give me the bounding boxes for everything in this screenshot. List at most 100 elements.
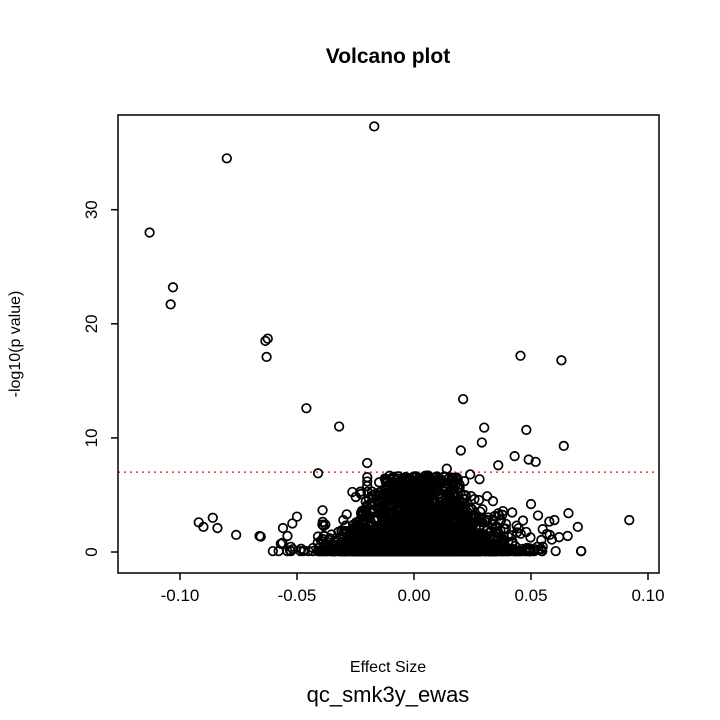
data-point (320, 519, 331, 530)
data-point (490, 527, 501, 538)
data-point (377, 490, 388, 501)
data-point (422, 535, 433, 547)
data-point (352, 527, 363, 538)
data-point (405, 475, 416, 486)
data-point (468, 534, 479, 546)
data-point (476, 514, 487, 525)
data-point (563, 508, 574, 519)
data-point (261, 351, 272, 363)
data-point (448, 477, 459, 488)
data-point (165, 299, 176, 310)
y-tick-label: 10 (82, 428, 101, 447)
data-point (361, 545, 372, 557)
data-point (447, 523, 458, 534)
data-point (515, 350, 526, 361)
data-point (144, 227, 155, 238)
data-point (295, 543, 307, 554)
data-point (262, 333, 273, 344)
data-point (488, 545, 499, 557)
data-point (562, 530, 573, 542)
data-point (432, 545, 443, 557)
data-point (426, 514, 437, 525)
data-point (460, 490, 471, 501)
data-point (525, 498, 537, 510)
data-point (231, 529, 242, 541)
data-point (301, 403, 312, 414)
data-point (379, 516, 390, 527)
data-point (315, 545, 326, 556)
data-point (474, 474, 485, 485)
data-point (362, 541, 373, 552)
data-point (287, 518, 298, 529)
data-point (521, 424, 532, 436)
data-point (378, 528, 390, 540)
data-point (347, 534, 358, 546)
data-point (415, 507, 426, 519)
data-point (207, 512, 218, 523)
data-point (336, 541, 347, 552)
data-point (511, 527, 523, 538)
data-point (497, 539, 508, 550)
data-point (469, 533, 481, 544)
data-point (466, 525, 477, 536)
data-point (437, 521, 448, 533)
data-point (517, 515, 529, 526)
data-point (418, 543, 429, 554)
data-point (447, 541, 458, 552)
data-point (400, 494, 412, 506)
data-point (474, 512, 485, 523)
data-point (459, 545, 470, 557)
data-point (532, 510, 544, 521)
data-point (479, 530, 491, 542)
data-point (355, 513, 366, 525)
data-point (503, 545, 515, 557)
data-point (167, 282, 179, 293)
data-point (312, 468, 324, 479)
data-point (476, 545, 488, 557)
data-point (291, 511, 303, 522)
data-point (572, 521, 583, 533)
data-point (479, 422, 490, 433)
data-point (549, 514, 560, 526)
data-point (285, 541, 297, 553)
data-point (412, 492, 424, 503)
data-point (442, 493, 453, 504)
data-point (509, 451, 520, 462)
chart-title: Volcano plot (326, 45, 450, 68)
data-point (366, 504, 378, 516)
data-point (362, 476, 373, 487)
data-point (369, 121, 380, 132)
data-point (341, 509, 352, 520)
data-point (379, 473, 390, 484)
data-point (273, 545, 284, 557)
data-point (558, 440, 569, 452)
data-point (394, 485, 405, 496)
data-point (347, 545, 358, 557)
x-tick-label: 0.00 (397, 586, 430, 605)
data-point (525, 545, 536, 557)
data-point (469, 493, 480, 505)
data-point (388, 536, 399, 547)
data-point (362, 457, 373, 469)
data-point (372, 526, 383, 537)
data-point (477, 504, 488, 515)
data-point (363, 493, 375, 504)
y-axis-label: -log10(p value) (7, 291, 24, 398)
data-point (422, 470, 434, 481)
data-point (362, 472, 373, 483)
data-point (282, 530, 293, 542)
data-point (379, 545, 391, 557)
data-point (500, 523, 511, 534)
data-point (336, 545, 347, 557)
data-point (221, 153, 232, 164)
data-point (441, 463, 452, 474)
data-point (465, 545, 477, 557)
plot-area: -0.10 -0.05 0.00 0.05 0.10 0 10 20 30 (82, 114, 665, 605)
data-point (444, 498, 455, 509)
data-point (459, 497, 470, 509)
data-point (511, 520, 522, 531)
data-point (318, 520, 329, 532)
data-point (260, 335, 271, 347)
data-point (537, 524, 548, 535)
